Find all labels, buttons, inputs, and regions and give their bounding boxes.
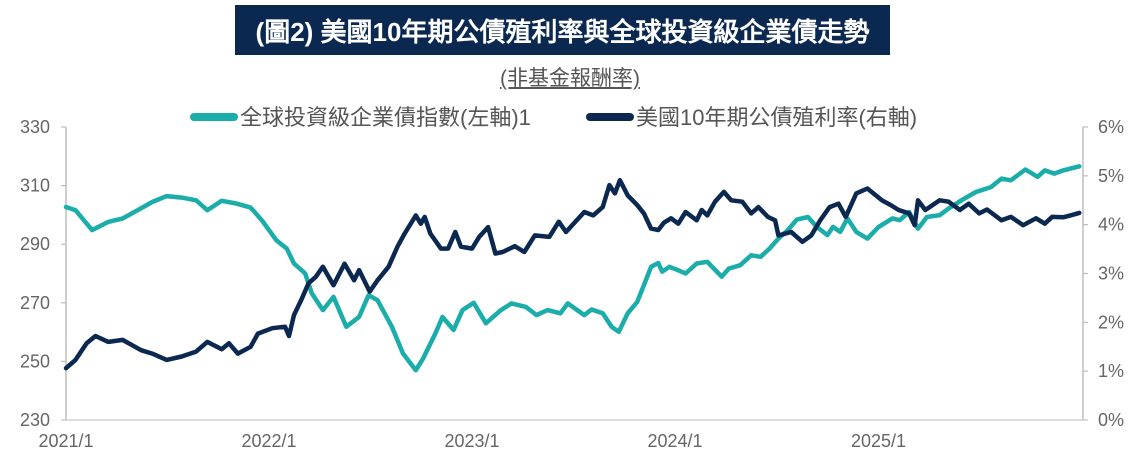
x-axis-tick-label: 2023/1 [444,431,499,451]
chart-title-box: (圖2) 美國10年期公債殖利率與全球投資級企業債走勢 [235,5,890,55]
x-axis-tick-label: 2024/1 [647,431,702,451]
right-axis-tick-label: 6% [1098,117,1124,137]
right-axis-tick-label: 1% [1098,361,1124,381]
left-axis-tick-label: 250 [20,351,50,371]
right-axis-tick-label: 0% [1098,410,1124,430]
chart-title: (圖2) 美國10年期公債殖利率與全球投資級企業債走勢 [255,16,870,47]
left-axis-tick-label: 290 [20,234,50,254]
series-line-ig-index [63,164,1082,373]
x-axis-tick-label: 2022/1 [241,431,296,451]
x-axis-tick-label: 2025/1 [851,431,906,451]
axes: 230 250 270 290 310 330 0% 1% 2% 3% 4% 5% 6% 2021/1 20… [20,117,1124,451]
chart-subtitle-wrap: (非基金報酬率) [0,62,1140,92]
legend-label-ig-index: 全球投資級企業債指數(左軸)1 [240,105,531,130]
series-lines [63,164,1082,373]
chart-subtitle: (非基金報酬率) [500,67,640,90]
left-axis-tick-label: 310 [20,176,50,196]
right-axis-tick-label: 5% [1098,166,1124,186]
left-axis-tick-label: 230 [20,410,50,430]
legend: 全球投資級企業債指數(左軸)1 美國10年期公債殖利率(右軸) [190,105,917,130]
right-axis-tick-label: 4% [1098,215,1124,235]
left-axis-tick-label: 330 [20,117,50,137]
right-axis-tick-label: 2% [1098,312,1124,332]
x-axis-tick-label: 2021/1 [38,431,93,451]
legend-label-us10y: 美國10年期公債殖利率(右軸) [636,105,917,130]
left-axis-tick-label: 270 [20,293,50,313]
right-axis-tick-label: 3% [1098,264,1124,284]
series-line-us10y [63,177,1082,371]
